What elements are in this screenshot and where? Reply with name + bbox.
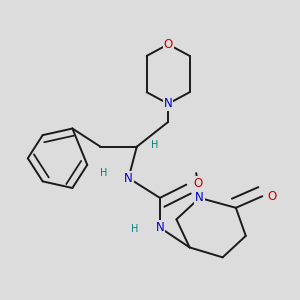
Text: H: H	[131, 224, 139, 234]
Text: O: O	[268, 190, 277, 203]
Text: H: H	[151, 140, 159, 150]
Text: O: O	[164, 38, 173, 51]
Text: H: H	[100, 168, 107, 178]
Text: N: N	[164, 97, 172, 110]
Text: N: N	[124, 172, 133, 184]
Text: O: O	[193, 176, 203, 190]
Text: N: N	[195, 191, 204, 204]
Text: N: N	[155, 221, 164, 234]
